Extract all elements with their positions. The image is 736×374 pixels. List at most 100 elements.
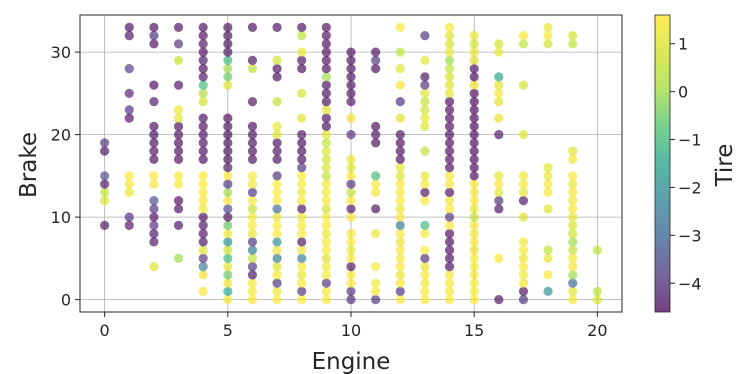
- scatter-point: [469, 262, 479, 272]
- scatter-point: [395, 64, 405, 74]
- scatter-point: [346, 204, 356, 214]
- scatter-point: [198, 138, 208, 148]
- scatter-point: [543, 270, 553, 280]
- scatter-point: [395, 229, 405, 239]
- scatter-point: [149, 220, 159, 230]
- scatter-point: [543, 253, 553, 263]
- scatter-point: [100, 171, 110, 181]
- scatter-point: [247, 262, 258, 272]
- scatter-point: [272, 138, 282, 148]
- scatter-point: [444, 146, 455, 156]
- scatter-point: [223, 229, 233, 239]
- scatter-point: [198, 80, 208, 90]
- scatter-point: [173, 179, 184, 189]
- scatter-point: [346, 187, 356, 197]
- scatter-point: [469, 72, 479, 82]
- scatter-point: [247, 286, 258, 296]
- scatter-point: [395, 146, 405, 156]
- scatter-point: [223, 163, 233, 173]
- scatter-point: [247, 55, 258, 65]
- scatter-point: [272, 270, 282, 280]
- scatter-point: [247, 204, 258, 214]
- scatter-point: [321, 220, 331, 230]
- scatter-point: [247, 138, 258, 148]
- scatter-point: [568, 196, 578, 206]
- scatter-point: [444, 39, 455, 49]
- y-axis-label: Brake: [16, 132, 42, 198]
- scatter-point: [223, 237, 233, 247]
- scatter-point: [420, 105, 430, 115]
- scatter-point: [543, 171, 553, 181]
- scatter-point: [420, 295, 430, 305]
- scatter-point: [371, 187, 381, 197]
- scatter-point: [469, 229, 479, 239]
- scatter-point: [518, 196, 529, 206]
- scatter-point: [173, 121, 184, 131]
- scatter-point: [494, 204, 504, 214]
- scatter-point: [173, 196, 184, 206]
- scatter-point: [469, 196, 479, 206]
- scatter-point: [469, 171, 479, 181]
- scatter-point: [469, 39, 479, 49]
- scatter-point: [444, 105, 455, 115]
- scatter-point: [444, 262, 455, 272]
- scatter-point: [371, 138, 381, 148]
- scatter-point: [173, 39, 184, 49]
- scatter-point: [297, 204, 307, 214]
- scatter-point: [395, 278, 405, 288]
- scatter-point: [198, 187, 208, 197]
- scatter-point: [223, 220, 233, 230]
- scatter-point: [247, 245, 258, 255]
- scatter-point: [420, 270, 430, 280]
- scatter-point: [420, 80, 430, 90]
- scatter-point: [100, 196, 110, 206]
- scatter-point: [321, 146, 331, 156]
- scatter-point: [346, 179, 356, 189]
- scatter-point: [494, 179, 504, 189]
- scatter-point: [346, 262, 356, 272]
- scatter-point: [198, 47, 208, 57]
- scatter-point: [346, 64, 356, 74]
- scatter-point: [469, 80, 479, 90]
- scatter-point: [420, 220, 430, 230]
- scatter-point: [371, 47, 381, 57]
- scatter-point: [568, 146, 578, 156]
- scatter-point: [371, 295, 381, 305]
- scatter-point: [247, 196, 258, 206]
- scatter-point: [247, 237, 258, 247]
- scatter-point: [173, 22, 184, 32]
- colorbar-tick-label: −2: [678, 178, 702, 197]
- scatter-point: [518, 212, 529, 222]
- scatter-point: [346, 88, 356, 98]
- scatter-point: [469, 55, 479, 65]
- scatter-point: [346, 163, 356, 173]
- scatter-point: [247, 278, 258, 288]
- scatter-point: [494, 171, 504, 181]
- scatter-point: [272, 154, 282, 164]
- scatter-point: [494, 72, 504, 82]
- scatter-point: [469, 220, 479, 230]
- scatter-point: [395, 171, 405, 181]
- scatter-point: [469, 270, 479, 280]
- scatter-point: [297, 245, 307, 255]
- scatter-point: [494, 39, 504, 49]
- scatter-point: [198, 220, 208, 230]
- scatter-point: [469, 97, 479, 107]
- scatter-point: [272, 295, 282, 305]
- scatter-point: [395, 97, 405, 107]
- scatter-point: [223, 31, 233, 41]
- scatter-point: [568, 278, 578, 288]
- scatter-point: [149, 154, 159, 164]
- scatter-point: [198, 204, 208, 214]
- scatter-point: [124, 64, 134, 74]
- scatter-point: [444, 229, 455, 239]
- scatter-point: [272, 55, 282, 65]
- scatter-point: [371, 171, 381, 181]
- scatter-point: [149, 237, 159, 247]
- scatter-point: [223, 39, 233, 49]
- scatter-point: [297, 220, 307, 230]
- scatter-point: [395, 113, 405, 123]
- scatter-point: [420, 88, 430, 98]
- scatter-point: [297, 229, 307, 239]
